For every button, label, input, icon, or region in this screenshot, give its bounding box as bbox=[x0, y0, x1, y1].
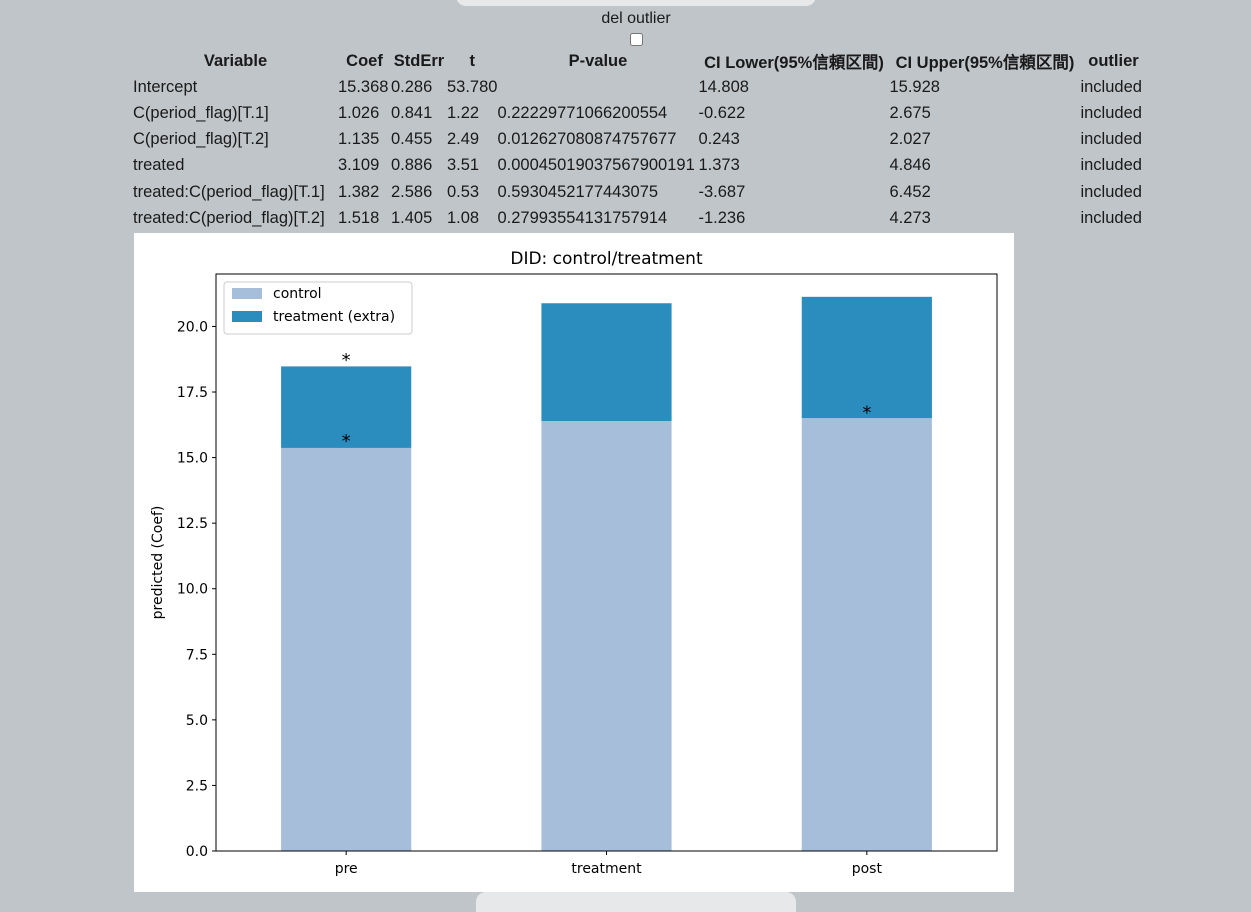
legend-label-control: control bbox=[273, 286, 322, 302]
cell-p-value: 0.00045019037567900191 bbox=[497, 156, 695, 175]
del-outlier-label: del outlier bbox=[601, 10, 671, 27]
regression-table: Variable Coef StdErr t P-value CI Lower(… bbox=[133, 48, 1146, 231]
y-tick-label: 2.5 bbox=[186, 778, 208, 794]
cell-variable: C(period_flag)[T.1] bbox=[133, 103, 269, 122]
cell-stderr: 2.586 bbox=[391, 182, 433, 201]
y-tick-label: 5.0 bbox=[186, 713, 208, 729]
legend-box bbox=[223, 281, 413, 335]
cell-p-value: 0.012627080874757677 bbox=[497, 130, 677, 149]
bar-treatment-pre bbox=[281, 366, 412, 448]
significance-star: * bbox=[342, 431, 351, 452]
cell-coef: 1.518 bbox=[338, 208, 380, 227]
outlier-toggle: del outlier bbox=[560, 10, 712, 46]
cell-coef: 1.135 bbox=[338, 130, 380, 149]
cell-ci-upper: 2.027 bbox=[889, 130, 931, 149]
cell-stderr: 0.886 bbox=[391, 156, 433, 175]
bar-control-post bbox=[801, 418, 932, 851]
table-row: treated:C(period_flag)[T.2] 1.518 1.405 … bbox=[133, 205, 1146, 231]
bar-treatment-post bbox=[801, 296, 932, 419]
cell-variable: Intercept bbox=[133, 77, 198, 96]
cell-t: 1.08 bbox=[447, 208, 480, 227]
cell-outlier: included bbox=[1080, 208, 1142, 227]
cell-ci-lower: 1.373 bbox=[698, 156, 740, 175]
chart-title: DID: control/treatment bbox=[510, 249, 703, 269]
cell-t: 53.780 bbox=[447, 77, 498, 96]
cell-stderr: 0.286 bbox=[391, 77, 433, 96]
y-axis-label: predicted (Coef) bbox=[150, 506, 166, 620]
cell-t: 0.53 bbox=[447, 182, 480, 201]
bar-control-treatment bbox=[541, 421, 672, 851]
cell-variable: treated:C(period_flag)[T.1] bbox=[133, 182, 325, 201]
y-tick-label: 7.5 bbox=[186, 647, 208, 663]
cell-ci-lower: -0.622 bbox=[698, 103, 746, 122]
cell-ci-lower: 14.808 bbox=[698, 77, 749, 96]
y-tick-label: 20.0 bbox=[177, 319, 208, 335]
cell-stderr: 0.841 bbox=[391, 103, 433, 122]
cell-t: 1.22 bbox=[447, 103, 480, 122]
y-tick-label: 17.5 bbox=[177, 385, 208, 401]
header-outlier: outlier bbox=[1088, 51, 1139, 70]
cell-stderr: 0.455 bbox=[391, 130, 433, 149]
did-bar-chart: 0.0 2.5 5.0 7.5 10.0 12.5 15.0 17.5 20.0 pre treat… bbox=[150, 249, 998, 877]
header-p-value: P-value bbox=[568, 51, 628, 70]
significance-star: * bbox=[342, 350, 351, 371]
legend-label-treatment: treatment (extra) bbox=[273, 309, 395, 325]
header-t: t bbox=[469, 51, 475, 70]
cell-ci-upper: 15.928 bbox=[889, 77, 940, 96]
cell-outlier: included bbox=[1080, 77, 1142, 96]
cell-p-value: 0.27993554131757914 bbox=[497, 208, 668, 227]
cell-coef: 3.109 bbox=[338, 156, 380, 175]
table-row: Intercept 15.368 0.286 53.780 14.808 15.… bbox=[133, 74, 1146, 100]
cell-coef: 1.382 bbox=[338, 182, 380, 201]
x-tick-label-pre: pre bbox=[335, 861, 358, 877]
cell-variable: C(period_flag)[T.2] bbox=[133, 130, 269, 149]
table-row: C(period_flag)[T.2] 1.135 0.455 2.49 0.0… bbox=[133, 127, 1146, 153]
did-chart-panel: 0.0 2.5 5.0 7.5 10.0 12.5 15.0 17.5 20.0 pre treat… bbox=[134, 233, 1014, 892]
table-row: treated:C(period_flag)[T.1] 1.382 2.586 … bbox=[133, 179, 1146, 205]
cell-ci-lower: 0.243 bbox=[698, 130, 740, 149]
y-tick-label: 0.0 bbox=[186, 844, 208, 860]
cell-ci-upper: 6.452 bbox=[889, 182, 931, 201]
cell-t: 2.49 bbox=[447, 130, 480, 149]
cell-ci-lower: -3.687 bbox=[698, 182, 746, 201]
x-tick-label-treatment: treatment bbox=[571, 861, 642, 877]
y-tick-label: 12.5 bbox=[177, 516, 208, 532]
header-stderr: StdErr bbox=[393, 51, 445, 70]
y-tick-label: 10.0 bbox=[177, 582, 208, 598]
cell-coef: 15.368 bbox=[338, 77, 389, 96]
cell-p-value: 0.22229771066200554 bbox=[497, 103, 668, 122]
x-tick-label-post: post bbox=[852, 861, 883, 877]
cell-variable: treated:C(period_flag)[T.2] bbox=[133, 208, 325, 227]
bar-treatment-treatment bbox=[541, 303, 672, 422]
table-row: C(period_flag)[T.1] 1.026 0.841 1.22 0.2… bbox=[133, 100, 1146, 126]
cell-ci-lower: -1.236 bbox=[698, 208, 746, 227]
cell-ci-upper: 4.273 bbox=[889, 208, 931, 227]
top-panel-tab bbox=[456, 0, 816, 6]
cell-variable: treated bbox=[133, 156, 185, 175]
cell-stderr: 1.405 bbox=[391, 208, 433, 227]
header-ci-lower: CI Lower(95%信頼区間) bbox=[704, 54, 884, 73]
cell-coef: 1.026 bbox=[338, 103, 380, 122]
del-outlier-checkbox[interactable] bbox=[629, 33, 643, 46]
cell-outlier: included bbox=[1080, 103, 1142, 122]
header-ci-upper: CI Upper(95%信頼区間) bbox=[895, 54, 1075, 73]
cell-p-value: 0.5930452177443075 bbox=[497, 182, 659, 201]
cell-ci-upper: 4.846 bbox=[889, 156, 931, 175]
legend-swatch-treatment bbox=[232, 311, 262, 322]
table-header-row: Variable Coef StdErr t P-value CI Lower(… bbox=[133, 48, 1146, 74]
cell-outlier: included bbox=[1080, 156, 1142, 175]
header-variable: Variable bbox=[203, 51, 268, 70]
bar-control-pre bbox=[281, 447, 412, 851]
cell-p-value bbox=[497, 74, 698, 100]
y-tick-label: 15.0 bbox=[177, 451, 208, 467]
significance-star: * bbox=[862, 402, 871, 423]
cell-t: 3.51 bbox=[447, 156, 480, 175]
header-coef: Coef bbox=[346, 51, 383, 70]
legend-swatch-control bbox=[232, 288, 262, 299]
table-row: treated 3.109 0.886 3.51 0.0004501903756… bbox=[133, 153, 1146, 179]
cell-ci-upper: 2.675 bbox=[889, 103, 931, 122]
bottom-panel-tab bbox=[476, 892, 796, 912]
cell-outlier: included bbox=[1080, 182, 1142, 201]
cell-outlier: included bbox=[1080, 130, 1142, 149]
